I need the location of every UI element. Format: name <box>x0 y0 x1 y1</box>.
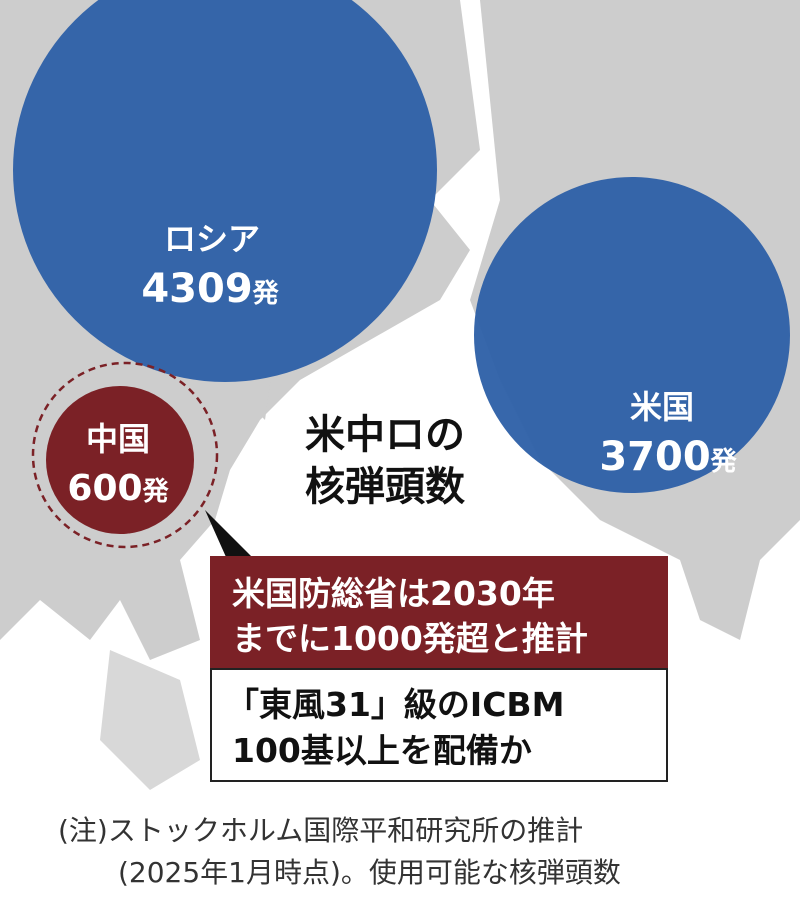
unit: 発 <box>252 279 280 309</box>
usa-circle <box>474 177 790 493</box>
callout-header <box>210 556 668 669</box>
country-name: ロシア <box>164 220 260 258</box>
china-outer-circle <box>31 361 219 549</box>
callout-body-text: 「東風31」級のICBM <box>226 685 564 724</box>
callout-body-text: 100基以上を配備か <box>232 731 532 770</box>
title: 米中ロの <box>305 412 465 458</box>
count: 3700 <box>599 434 710 480</box>
unit: 発 <box>142 477 170 507</box>
title: 核弾頭数 <box>305 464 465 510</box>
russia-circle <box>13 0 437 382</box>
callout-headline: までに1000発超と推計 <box>232 619 588 658</box>
callout-body <box>210 668 668 782</box>
note: (注)ストックホルム国際平和研究所の推計 <box>58 814 583 847</box>
count: 600 <box>67 468 142 509</box>
callout-headline: 米国防総省は2030年 <box>232 574 555 613</box>
note: (2025年1月時点)。使用可能な核弾頭数 <box>118 856 621 889</box>
country-count: 600発 <box>67 468 169 509</box>
callout-pointer <box>205 510 252 557</box>
country-name: 中国 <box>86 420 150 458</box>
country-count: 4309発 <box>141 266 279 312</box>
country-name: 米国 <box>630 388 694 426</box>
unit: 発 <box>710 447 738 477</box>
count: 4309 <box>141 266 252 312</box>
country-count: 3700発 <box>599 434 737 480</box>
china-circle <box>46 386 194 534</box>
